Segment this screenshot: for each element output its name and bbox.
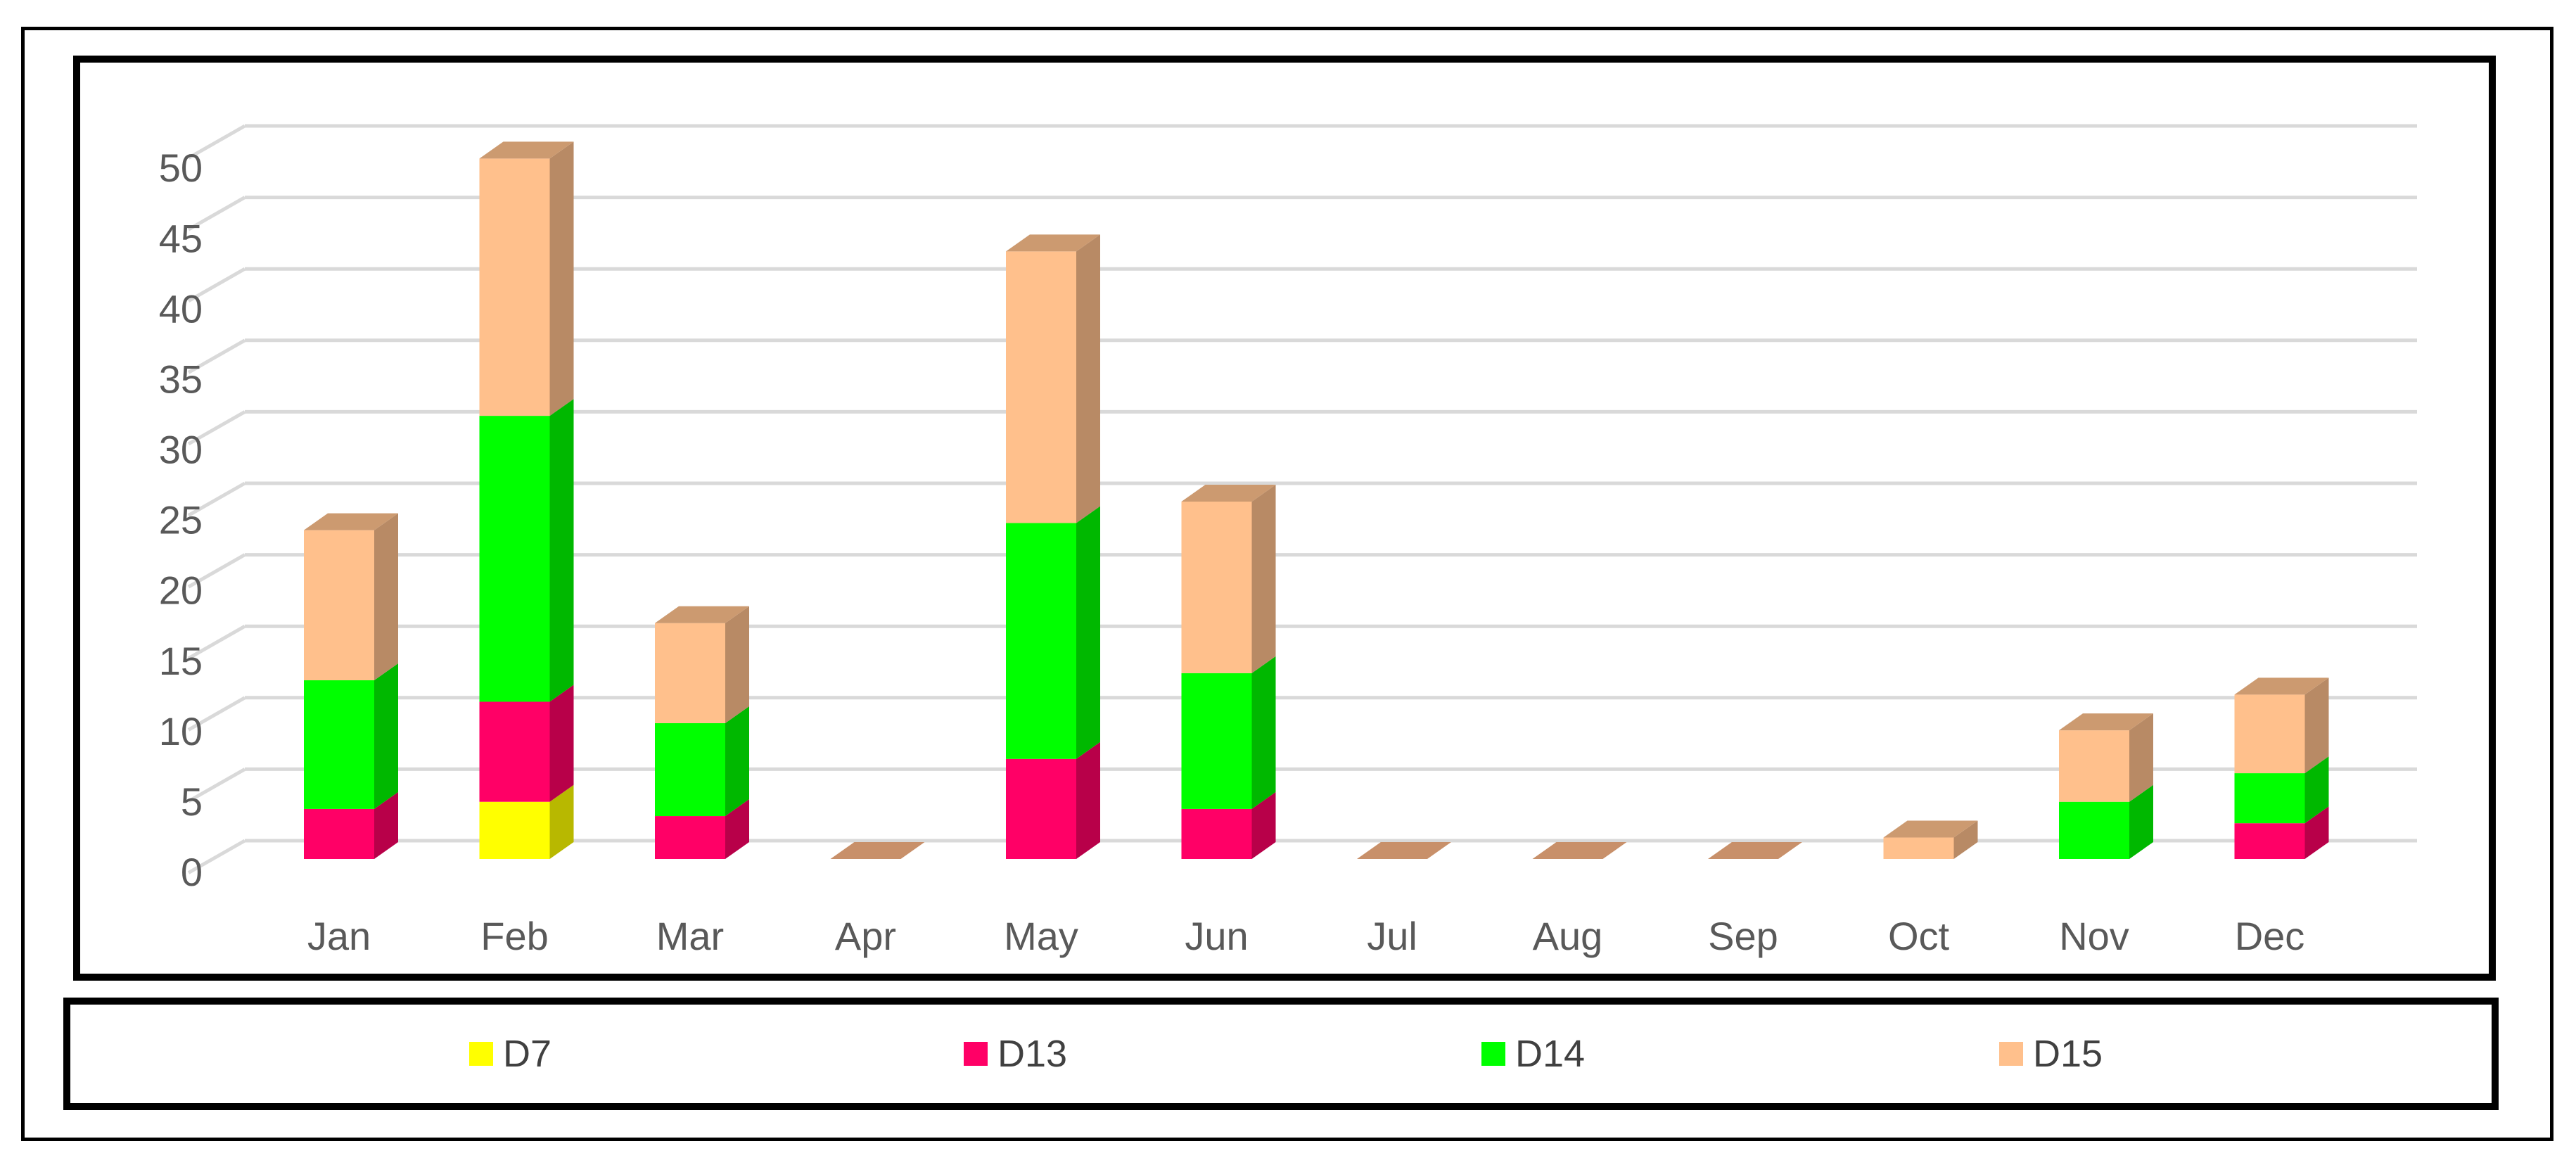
bar-segment-d14-dec <box>2234 756 2329 824</box>
x-tick-label: Feb <box>480 914 549 958</box>
gridline <box>187 196 2417 231</box>
gridlines <box>187 124 2417 874</box>
x-tick-label: Nov <box>2059 914 2129 958</box>
gridline <box>187 696 2417 732</box>
y-tick-label: 25 <box>159 498 203 542</box>
bar-top-may <box>1006 234 1100 252</box>
x-tick-label: Mar <box>656 914 724 958</box>
bar-segment-d13-may <box>1006 741 1100 859</box>
x-tick-label: Oct <box>1888 914 1950 958</box>
gridline <box>187 409 2417 446</box>
bar-top-aug <box>1532 842 1627 859</box>
bars <box>304 141 2329 859</box>
x-tick-label: Apr <box>835 914 896 958</box>
bar-segment-d14-mar <box>655 706 749 817</box>
y-tick-label: 50 <box>159 146 203 190</box>
legend: D7 D13 D14 D15 <box>63 998 2499 1110</box>
bar-segment-d15-oct <box>1883 820 1978 859</box>
plot-area-frame <box>73 56 2496 981</box>
x-tick-label: Aug <box>1533 914 1603 958</box>
legend-swatch-d13 <box>964 1042 988 1066</box>
legend-label-d14: D14 <box>1515 1033 1586 1075</box>
bar-segment-d15-dec <box>2234 677 2329 774</box>
gridline <box>187 124 2417 160</box>
bar-segment-d13-dec <box>2234 806 2329 859</box>
bar-segment-d14-feb <box>479 399 574 702</box>
y-tick-label: 20 <box>159 568 203 613</box>
legend-swatch-d14 <box>1481 1042 1505 1066</box>
bar-segment-d14-jun <box>1181 656 1276 809</box>
gridline <box>187 839 2417 874</box>
legend-label-d15: D15 <box>2033 1033 2103 1075</box>
bar-segment-d15-may <box>1006 234 1100 523</box>
gridline <box>187 267 2417 303</box>
bar-top-jun <box>1181 485 1276 502</box>
gridline <box>187 624 2417 660</box>
legend-item-d15: D15 <box>1999 1005 2103 1103</box>
x-tick-label: May <box>1004 914 1078 958</box>
y-tick-label: 45 <box>159 216 203 260</box>
bar-segment-d13-jan <box>304 791 398 859</box>
bar-segment-d15-mar <box>655 606 749 723</box>
y-tick-label: 35 <box>159 357 203 401</box>
bar-top-jan <box>304 513 398 530</box>
legend-label-d13: D13 <box>997 1033 1068 1075</box>
bar-segment-d7-feb <box>479 784 574 859</box>
x-axis-tick-labels: Jan Feb Mar Apr May Jun Jul Aug Sep Oct Nov Dec <box>307 914 2304 958</box>
x-tick-label: Jun <box>1185 914 1248 958</box>
y-tick-label: 15 <box>159 639 203 683</box>
bar-top-apr <box>830 842 925 859</box>
gridline <box>187 481 2417 517</box>
y-axis-tick-labels: 0 5 10 15 20 25 30 35 40 45 50 <box>159 146 203 894</box>
legend-item-d14: D14 <box>1481 1005 1585 1103</box>
bar-segment-d13-feb <box>479 685 574 802</box>
y-tick-label: 40 <box>159 286 203 331</box>
figure-frame <box>21 27 2553 1141</box>
bar-top-feb <box>479 141 574 159</box>
bar-segment-d15-jan <box>304 513 398 680</box>
gridline <box>187 338 2417 374</box>
x-tick-label: Jan <box>307 914 371 958</box>
bar-segment-d15-feb <box>479 141 574 416</box>
y-tick-label: 10 <box>159 709 203 753</box>
bar-segment-d15-nov <box>2059 713 2153 802</box>
x-tick-label: Dec <box>2235 914 2305 958</box>
bar-segment-d14-jan <box>304 663 398 809</box>
bar-segment-d14-may <box>1006 506 1100 759</box>
y-tick-label: 30 <box>159 428 203 472</box>
legend-swatch-d15 <box>1999 1042 2023 1066</box>
gridline <box>187 553 2417 589</box>
bar-top-mar <box>655 606 749 623</box>
legend-item-d7: D7 <box>469 1005 551 1103</box>
bar-top-dec <box>2234 677 2329 695</box>
y-tick-label: 0 <box>181 850 203 894</box>
bar-segment-d13-mar <box>655 799 749 859</box>
bar-top-nov <box>2059 713 2153 731</box>
bar-segment-d15-jun <box>1181 485 1276 673</box>
bar-top-jul <box>1357 842 1451 859</box>
y-tick-label: 5 <box>181 779 203 824</box>
gridline <box>187 767 2417 803</box>
bar-top-sep <box>1708 842 1802 859</box>
legend-item-d13: D13 <box>964 1005 1067 1103</box>
bar-segment-d13-jun <box>1181 791 1276 859</box>
x-tick-label: Jul <box>1367 914 1417 958</box>
bar-top-oct <box>1883 820 1978 838</box>
bar-segment-d14-nov <box>2059 784 2153 859</box>
legend-label-d7: D7 <box>503 1033 552 1075</box>
legend-swatch-d7 <box>469 1042 493 1066</box>
x-tick-label: Sep <box>1708 914 1778 958</box>
